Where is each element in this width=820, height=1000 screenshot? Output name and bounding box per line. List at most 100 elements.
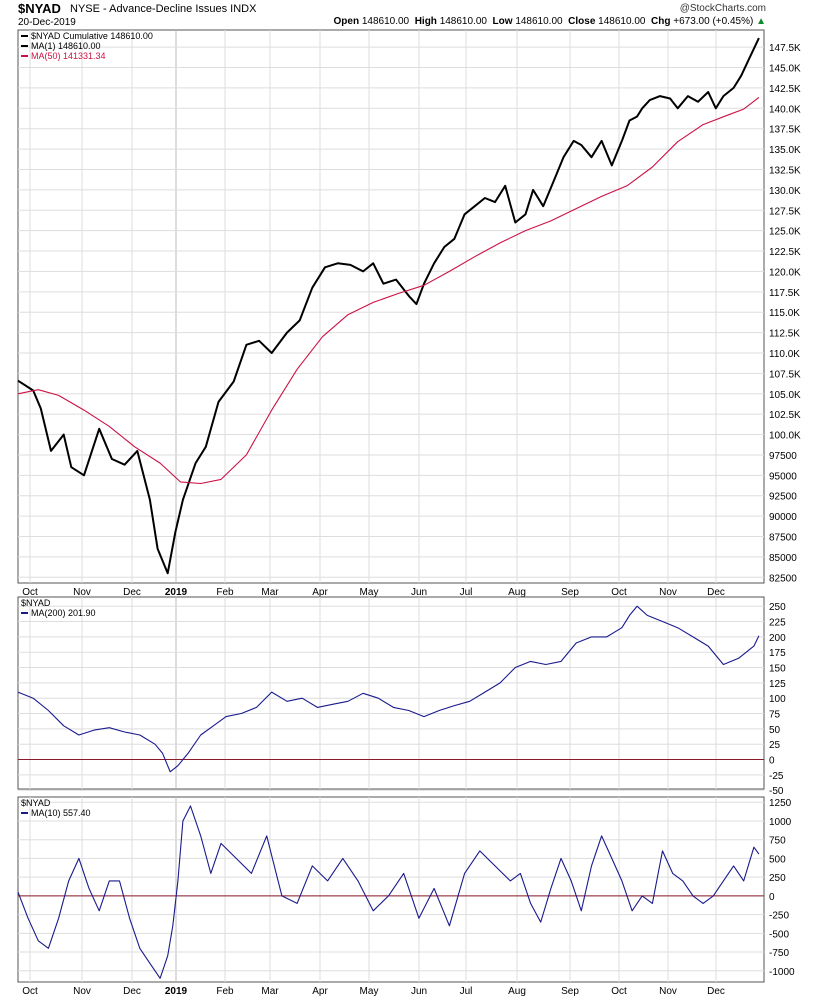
x-tick-label: 2019 [165,587,188,598]
x-tick-label: Nov [659,587,677,598]
y-tick-label: 50 [769,725,781,736]
panel-frame [17,29,765,584]
y-tick-label: 122.5K [769,247,801,258]
x-tick-label: Feb [216,587,234,598]
panel-frame [17,796,765,983]
x-tick-label: Sep [561,587,579,598]
y-tick-label: 100.0K [769,431,801,442]
x-tick-label: Feb [216,986,234,997]
y-tick-label: 500 [769,854,786,865]
chart-date: 20-Dec-2019 [18,17,76,28]
y-tick-label: 92500 [769,492,797,503]
x-tick-label: Nov [73,587,91,598]
y-tick-label: 112.5K [769,329,800,340]
low-label: Low [492,16,513,27]
y-tick-label: 0 [769,892,775,903]
y-tick-label: 135.0K [769,145,801,156]
chart-header: $NYAD NYSE - Advance-Decline Issues INDX… [0,0,820,30]
x-tick-label: Dec [123,587,141,598]
x-tick-label: Nov [73,986,91,997]
x-tick-label: Oct [22,986,38,997]
y-tick-label: 107.5K [769,369,801,380]
series-line-ma-50- [17,96,760,485]
legend-item: MA(50) 141331.34 [31,51,106,61]
y-tick-label: 1000 [769,817,792,828]
y-tick-label: 127.5K [769,206,801,217]
legend-item: $NYAD [21,798,51,808]
chg-label: Chg [651,16,671,27]
symbol-name: NYSE - Advance-Decline Issues INDX [70,3,257,15]
x-tick-label: Mar [261,986,279,997]
y-tick-label: 250 [769,873,786,884]
y-tick-label: 1250 [769,798,792,809]
y-tick-label: 25 [769,740,781,751]
y-tick-label: 150 [769,664,786,675]
legend-item: MA(10) 557.40 [31,808,91,818]
y-tick-label: 95000 [769,471,797,482]
x-tick-label: Jul [460,587,473,598]
y-tick-label: 105.0K [769,390,801,401]
y-tick-label: -750 [769,948,789,959]
y-tick-label: 140.0K [769,104,801,115]
series-line-ma-200- [17,605,760,773]
y-tick-label: 102.5K [769,410,801,421]
legend-item: MA(1) 148610.00 [31,41,101,51]
y-tick-label: 120.0K [769,267,801,278]
ohlc-readout: Open 148610.00 High 148610.00 Low 148610… [334,16,767,27]
chg-value: +673.00 (+0.45%) [673,16,754,27]
close-label: Close [568,16,596,27]
y-tick-label: 82500 [769,573,797,584]
y-tick-label: 200 [769,633,786,644]
legend-item: $NYAD [21,598,51,608]
series-line--nyad-cumulative [17,37,760,575]
open-label: Open [333,16,360,27]
x-tick-label: Nov [659,986,677,997]
x-tick-label: Apr [312,986,328,997]
y-tick-label: 97500 [769,451,797,462]
y-tick-label: 125 [769,679,786,690]
x-tick-label: May [360,587,379,598]
close-value: 148610.00 [598,16,646,27]
y-tick-label: 87500 [769,533,797,544]
x-tick-label: Dec [707,587,725,598]
x-tick-label: Jun [411,587,427,598]
x-tick-label: Aug [508,587,526,598]
y-tick-label: -250 [769,911,789,922]
y-tick-label: 85000 [769,553,797,564]
x-tick-label: Dec [123,986,141,997]
y-tick-label: -500 [769,929,789,940]
y-tick-label: 145.0K [769,64,801,75]
legend-item: MA(200) 201.90 [31,608,96,618]
x-tick-label: Apr [312,587,328,598]
series-line-ma-10- [17,805,760,979]
y-tick-label: 137.5K [769,125,801,136]
y-tick-label: 0 [769,756,775,767]
x-tick-label: Jun [411,986,427,997]
y-tick-label: 125.0K [769,227,801,238]
x-tick-label: Mar [261,587,279,598]
y-tick-label: 115.0K [769,308,800,319]
chart-panel-3: 1250 1000 750 500 250 0 -250 -500 -750 -1000 $NYAD… [17,796,795,997]
y-tick-label: 750 [769,836,786,847]
x-tick-label: Aug [508,986,526,997]
high-value: 148610.00 [439,16,487,27]
x-tick-label: Oct [611,986,627,997]
chart-panel-1: 147.5K 145.0K 142.5K 140.0K 137.5K 135.0K 132.… [17,29,801,598]
x-tick-label: Jul [460,986,473,997]
y-tick-label: 175 [769,648,786,659]
high-label: High [414,16,437,27]
y-tick-label: 75 [769,710,781,721]
y-tick-label: 250 [769,602,786,613]
panel-frame [17,596,765,790]
y-tick-label: 110.0K [769,349,800,360]
y-tick-label: 147.5K [769,43,801,54]
y-tick-label: -50 [769,786,784,797]
y-tick-label: 130.0K [769,186,801,197]
x-tick-label: Sep [561,986,579,997]
legend-item: $NYAD Cumulative 148610.00 [31,31,153,41]
y-tick-label: 225 [769,618,786,629]
y-tick-label: -1000 [769,967,795,978]
x-tick-label: May [360,986,379,997]
symbol-title: $NYAD [18,1,61,16]
